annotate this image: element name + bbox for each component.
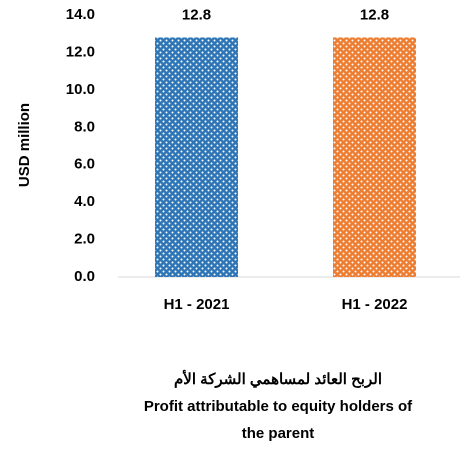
y-tick-label: 4.0 [74,193,95,210]
y-tick-label: 12.0 [66,43,95,60]
y-axis-label: USD million [16,103,33,187]
y-tick-label: 6.0 [74,156,95,173]
caption-english: Profit attributable to equity holders of… [143,398,413,442]
x-tick-label: H1 - 2021 [164,296,230,313]
y-tick-label: 8.0 [74,118,95,135]
x-tick-label: H1 - 2022 [342,296,408,313]
data-label: 12.8 [360,6,389,23]
bar [155,37,238,278]
caption: الربح العائد لمساهمي الشركة الأم Profit … [140,366,416,447]
bar [333,37,416,278]
y-tick-label: 2.0 [74,231,95,248]
chart: USD million 0.0 2.0 4.0 6.0 8.0 10.0 12.0 14.0 H… [16,6,460,313]
y-tick-label: 10.0 [66,81,95,98]
y-tick-label: 0.0 [74,268,95,285]
caption-arabic: الربح العائد لمساهمي الشركة الأم [173,371,382,388]
data-label: 12.8 [182,6,211,23]
y-tick-label: 14.0 [66,6,95,23]
